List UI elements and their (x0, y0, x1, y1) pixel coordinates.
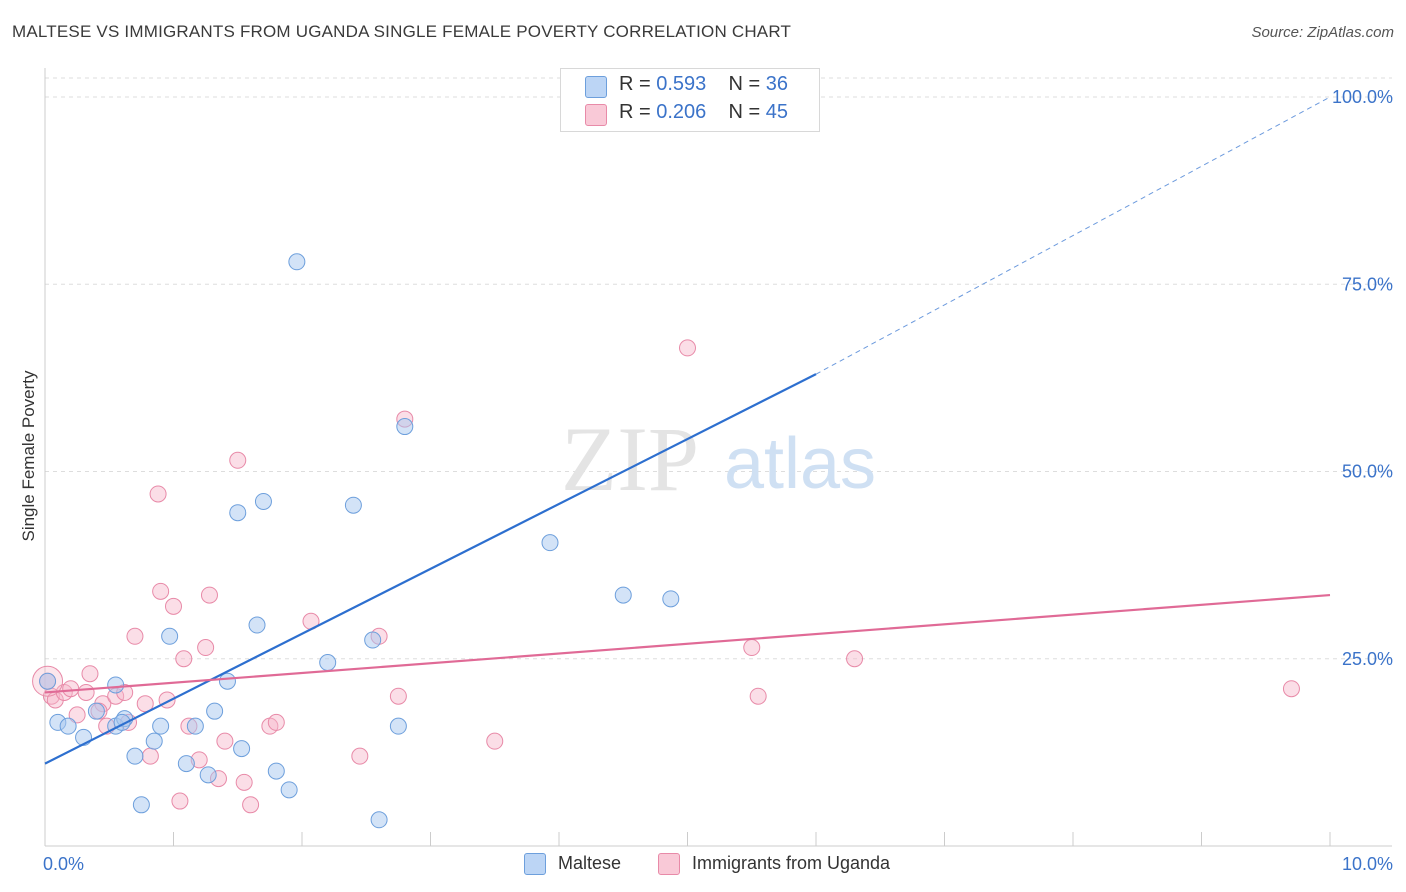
uganda-point (229, 451, 247, 469)
maltese-point (161, 627, 179, 645)
maltese-point (199, 766, 217, 784)
uganda-point (149, 485, 167, 503)
maltese-legend-label: Maltese (558, 853, 622, 873)
uganda-point (749, 687, 767, 705)
maltese-point (396, 418, 414, 436)
source-label: Source: ZipAtlas.com (1251, 24, 1394, 41)
maltese-point (541, 534, 559, 552)
n-label: N = (728, 73, 761, 95)
uganda-point (351, 747, 369, 765)
uganda-point (1282, 680, 1300, 698)
uganda-point (152, 582, 170, 600)
maltese-n-value: 36 (765, 73, 789, 95)
uganda-r-value: 0.206 (656, 101, 707, 123)
maltese-point (364, 631, 382, 649)
r-label: R = (619, 101, 651, 123)
tick-labels: 25.0% 50.0% 75.0% 100.0% 0.0% 10.0% (43, 87, 1393, 874)
uganda-point (68, 706, 86, 724)
y-tick-label: 25.0% (1342, 649, 1393, 669)
series-maltese-points (39, 88, 786, 829)
grid-lines (45, 77, 1392, 660)
maltese-point (145, 732, 163, 750)
maltese-point (126, 747, 144, 765)
uganda-point (242, 796, 260, 814)
y-tick-label: 100.0% (1332, 87, 1393, 107)
maltese-point (280, 781, 298, 799)
uganda-point (77, 683, 95, 701)
maltese-point (233, 740, 251, 758)
watermark-atlas: atlas (724, 424, 876, 504)
maltese-point (370, 811, 388, 829)
uganda-point (175, 650, 193, 668)
watermark: ZIP atlas (561, 408, 876, 510)
x-tick-label: 10.0% (1342, 854, 1393, 874)
maltese-point (59, 717, 77, 735)
maltese-point (248, 616, 266, 634)
y-tick-label: 50.0% (1342, 462, 1393, 482)
maltese-r-value: 0.593 (656, 73, 707, 95)
uganda-point (141, 747, 159, 765)
axes (44, 68, 1392, 847)
maltese-swatch (585, 76, 607, 98)
correlation-legend: R = 0.593 N = 36 R = 0.206 N = 45 (560, 68, 820, 132)
uganda-point (216, 732, 234, 750)
maltese-point (206, 702, 224, 720)
maltese-point (614, 586, 632, 604)
maltese-point (132, 796, 150, 814)
maltese-point (218, 672, 236, 690)
maltese-point (152, 717, 170, 735)
uganda-legend-label: Immigrants from Uganda (692, 853, 891, 873)
maltese-point (87, 702, 105, 720)
maltese-point (107, 676, 125, 694)
maltese-trend-extension (815, 96, 1331, 375)
n-label: N = (728, 101, 761, 123)
uganda-point (62, 680, 80, 698)
uganda-point (743, 639, 761, 657)
maltese-point (267, 762, 285, 780)
watermark-zip: ZIP (561, 408, 699, 510)
uganda-point (126, 627, 144, 645)
uganda-n-value: 45 (765, 101, 789, 123)
uganda-swatch (585, 104, 607, 126)
y-axis-label: Single Female Poverty (19, 370, 38, 542)
uganda-point (267, 713, 285, 731)
uganda-trend-line (44, 593, 1331, 694)
series-uganda-points (32, 339, 1300, 814)
uganda-point (171, 792, 189, 810)
maltese-point (254, 492, 272, 510)
uganda-point (486, 732, 504, 750)
x-tick-label: 0.0% (43, 854, 84, 874)
uganda-point (846, 650, 864, 668)
r-label: R = (619, 73, 651, 95)
trend-lines (44, 96, 1331, 765)
uganda-point (679, 339, 696, 357)
uganda-point (165, 597, 182, 615)
maltese-point (288, 253, 306, 271)
y-tick-label: 75.0% (1342, 274, 1393, 294)
maltese-point (186, 717, 204, 735)
uganda-point (197, 639, 215, 657)
uganda-point (136, 695, 154, 713)
maltese-point (319, 653, 337, 671)
uganda-point (81, 665, 99, 683)
maltese-trend-line (44, 373, 817, 765)
maltese-point (39, 672, 57, 690)
uganda-point (200, 586, 218, 604)
maltese-point (662, 590, 680, 608)
uganda-point (389, 687, 407, 705)
uganda-legend-swatch (658, 853, 680, 875)
uganda-point (235, 773, 253, 791)
maltese-point (389, 717, 407, 735)
maltese-point (229, 504, 247, 522)
maltese-point (344, 496, 362, 514)
maltese-legend-swatch (524, 853, 546, 875)
chart-title: MALTESE VS IMMIGRANTS FROM UGANDA SINGLE… (12, 22, 792, 41)
maltese-point (177, 755, 195, 773)
